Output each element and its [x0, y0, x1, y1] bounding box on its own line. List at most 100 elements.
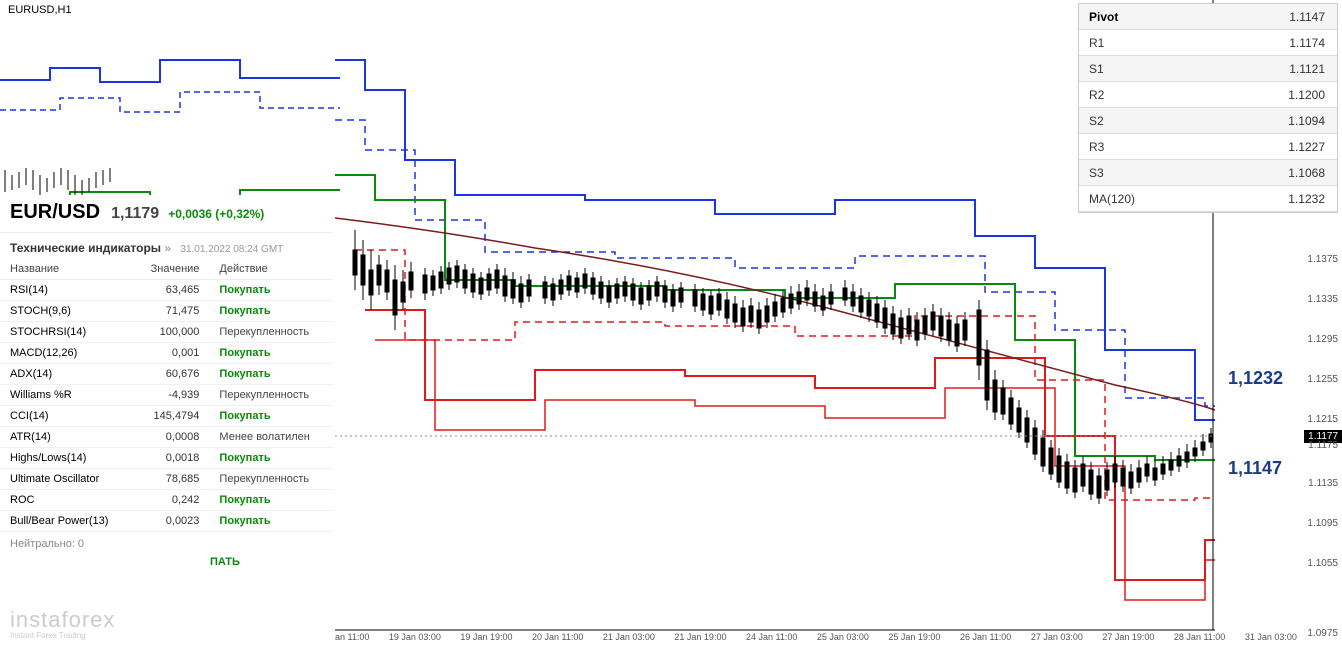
indicator-value: 0,0023	[132, 511, 209, 532]
pair-change: +0,0036 (+0,32%)	[168, 207, 264, 221]
indicator-value: 0,001	[132, 343, 209, 364]
indicator-row: Highs/Lows(14)0,0018Покупать	[0, 448, 333, 469]
indicator-name: STOCHRSI(14)	[0, 322, 132, 343]
candles	[353, 230, 1213, 504]
time-tick: 25 Jan 03:00	[817, 632, 869, 646]
indicators-timestamp: 31.01.2022 08:24 GMT	[180, 244, 283, 255]
indicator-action: Покупать	[209, 448, 333, 469]
left-panel: EUR/USD 1,1179 +0,0036 (+0,32%) Техничес…	[0, 195, 333, 574]
chart-annotation: 1,1147	[1228, 458, 1282, 479]
pivot-row: R11.1174	[1079, 30, 1337, 56]
indicator-value: -4,939	[132, 385, 209, 406]
price-tick: 1.0975	[1307, 628, 1338, 639]
time-tick: 19 Jan 19:00	[460, 632, 512, 646]
indicator-action: Покупать	[209, 511, 333, 532]
indicator-name: Bull/Bear Power(13)	[0, 511, 132, 532]
indicator-name: STOCH(9,6)	[0, 301, 132, 322]
pivot-val: 1.1227	[1179, 140, 1337, 154]
indicator-row: STOCH(9,6)71,475Покупать	[0, 301, 333, 322]
time-tick: 27 Jan 19:00	[1102, 632, 1154, 646]
indicator-row: CCI(14)145,4794Покупать	[0, 406, 333, 427]
time-tick: an 11:00	[335, 632, 369, 646]
chart-area: EURUSD,H1	[0, 0, 1342, 650]
price-tick: 1.1175	[1308, 440, 1338, 451]
price-tick: 1.1375	[1307, 254, 1338, 265]
indicator-value: 78,685	[132, 469, 209, 490]
indicator-name: RSI(14)	[0, 280, 132, 301]
pivot-row: MA(120)1.1232	[1079, 186, 1337, 212]
pivot-val: 1.1068	[1179, 166, 1337, 180]
indicator-name: ATR(14)	[0, 427, 132, 448]
indicator-row: Ultimate Oscillator78,685Перекупленность	[0, 469, 333, 490]
indicator-row: Bull/Bear Power(13)0,0023Покупать	[0, 511, 333, 532]
indicator-name: MACD(12,26)	[0, 343, 132, 364]
indicator-row: ROC0,242Покупать	[0, 490, 333, 511]
time-tick: 20 Jan 11:00	[532, 632, 583, 646]
price-tick: 1.1335	[1307, 294, 1338, 305]
chart-symbol-title: EURUSD,H1	[8, 4, 72, 16]
pivot-row: S21.1094	[1079, 108, 1337, 134]
pivot-val: 1.1200	[1179, 88, 1337, 102]
indicator-action: Покупать	[209, 406, 333, 427]
indicator-name: Williams %R	[0, 385, 132, 406]
pivot-table: Pivot1.1147R11.1174S11.1121R21.1200S21.1…	[1078, 3, 1338, 213]
time-tick: 27 Jan 03:00	[1031, 632, 1083, 646]
time-tick: 26 Jan 11:00	[960, 632, 1011, 646]
indicator-value: 0,0008	[132, 427, 209, 448]
indicator-row: RSI(14)63,465Покупать	[0, 280, 333, 301]
price-tick: 1.1055	[1307, 558, 1338, 569]
time-tick: 19 Jan 03:00	[389, 632, 441, 646]
time-tick: 24 Jan 11:00	[746, 632, 797, 646]
upper-bands-svg	[0, 20, 340, 220]
pair-price: 1,1179	[111, 205, 159, 223]
pivot-key: MA(120)	[1079, 192, 1179, 206]
indicator-action: Покупать	[209, 301, 333, 322]
time-tick: 31 Jan 03:00	[1245, 632, 1297, 646]
col-name: Название	[0, 259, 132, 280]
price-tick: 1.1295	[1307, 334, 1338, 345]
pivot-row: R21.1200	[1079, 82, 1337, 108]
indicators-table: Название Значение Действие RSI(14)63,465…	[0, 259, 333, 532]
pivot-row: Pivot1.1147	[1079, 4, 1337, 30]
indicator-name: Highs/Lows(14)	[0, 448, 132, 469]
time-axis: an 11:00 19 Jan 03:00 19 Jan 19:00 20 Jan 1…	[335, 632, 1297, 646]
pivot-row: S11.1121	[1079, 56, 1337, 82]
indicator-action: Покупать	[209, 343, 333, 364]
price-tick: 1.1135	[1308, 478, 1338, 489]
indicator-action: Перекупленность	[209, 469, 333, 490]
indicator-row: Williams %R-4,939Перекупленность	[0, 385, 333, 406]
chart-annotation: 1,1232	[1228, 368, 1283, 389]
pivot-key: Pivot	[1079, 10, 1179, 24]
indicator-row: MACD(12,26)0,001Покупать	[0, 343, 333, 364]
time-tick: 21 Jan 19:00	[674, 632, 726, 646]
indicator-value: 0,242	[132, 490, 209, 511]
indicator-action: Покупать	[209, 280, 333, 301]
price-tick: 1.1255	[1307, 374, 1338, 385]
indicator-name: ADX(14)	[0, 364, 132, 385]
pivot-key: R3	[1079, 140, 1179, 154]
indicator-row: ATR(14)0,0008Менее волатилен	[0, 427, 333, 448]
indicator-action: Перекупленность	[209, 322, 333, 343]
instaforex-logo: instaforex Instant Forex Trading	[10, 607, 115, 640]
indicators-header: Технические индикаторы » 31.01.2022 08:2…	[0, 233, 333, 259]
indicator-name: CCI(14)	[0, 406, 132, 427]
time-tick: 28 Jan 11:00	[1174, 632, 1225, 646]
col-value: Значение	[132, 259, 209, 280]
price-tick: 1.1215	[1307, 414, 1338, 425]
indicator-value: 60,676	[132, 364, 209, 385]
pivot-key: R2	[1079, 88, 1179, 102]
pivot-val: 1.1174	[1179, 36, 1337, 50]
pivot-val: 1.1094	[1179, 114, 1337, 128]
indicator-action: Менее волатилен	[209, 427, 333, 448]
indicator-action: Покупать	[209, 364, 333, 385]
indicators-title[interactable]: Технические индикаторы »	[10, 241, 174, 255]
indicator-value: 63,465	[132, 280, 209, 301]
indicator-name: Ultimate Oscillator	[0, 469, 132, 490]
pair-header: EUR/USD 1,1179 +0,0036 (+0,32%)	[0, 195, 333, 233]
indicator-name: ROC	[0, 490, 132, 511]
time-tick: 21 Jan 03:00	[603, 632, 655, 646]
pivot-key: S3	[1079, 166, 1179, 180]
col-action: Действие	[209, 259, 333, 280]
pair-name: EUR/USD	[10, 201, 100, 224]
pivot-val: 1.1232	[1179, 192, 1337, 206]
